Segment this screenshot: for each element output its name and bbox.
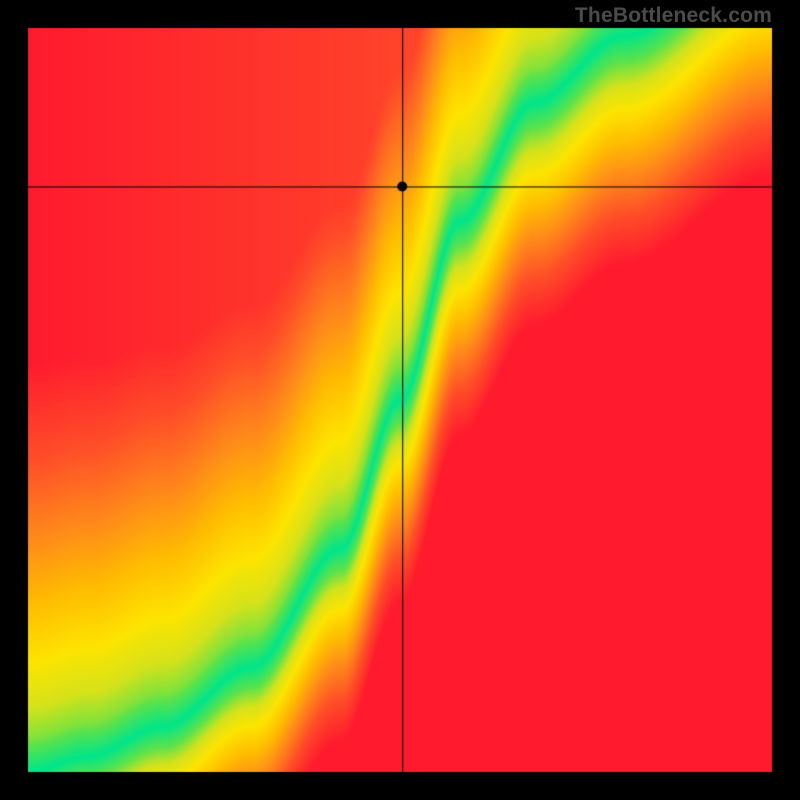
chart-container: TheBottleneck.com bbox=[0, 0, 800, 800]
bottleneck-heatmap bbox=[0, 0, 800, 800]
watermark-text: TheBottleneck.com bbox=[575, 4, 772, 28]
